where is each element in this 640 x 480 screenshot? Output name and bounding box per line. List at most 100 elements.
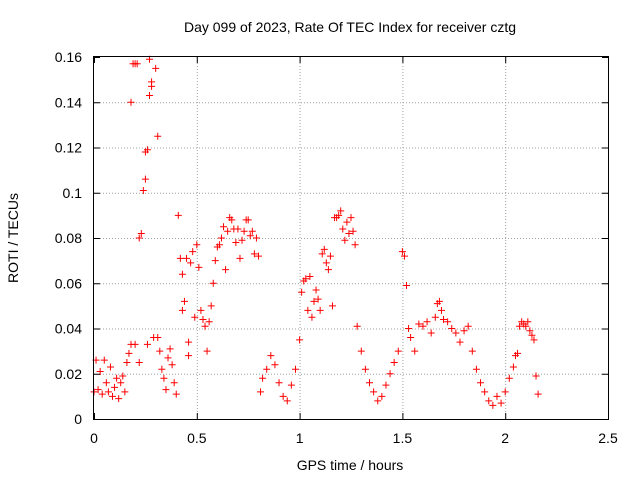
- y-tick-label: 0.1: [63, 185, 83, 201]
- data-point: [477, 379, 485, 387]
- data-point: [121, 388, 129, 396]
- data-point: [217, 234, 225, 242]
- data-point: [390, 358, 398, 366]
- data-point: [164, 354, 172, 362]
- data-point: [236, 254, 244, 262]
- data-point: [152, 64, 160, 72]
- data-point: [113, 374, 121, 382]
- data-point: [460, 327, 468, 335]
- data-point: [394, 347, 402, 355]
- data-point: [516, 322, 524, 330]
- x-tick-label: 1.5: [393, 430, 413, 446]
- data-point: [440, 315, 448, 323]
- data-point: [259, 374, 267, 382]
- data-point: [437, 306, 445, 314]
- data-point: [111, 383, 119, 391]
- data-point: [287, 381, 295, 389]
- data-point: [405, 325, 413, 332]
- data-point: [119, 372, 127, 380]
- data-point: [468, 347, 476, 355]
- data-point: [238, 236, 246, 244]
- data-point: [224, 227, 232, 235]
- data-point: [102, 379, 110, 387]
- data-point: [123, 358, 131, 366]
- data-point: [232, 239, 240, 247]
- data-point: [514, 349, 522, 357]
- data-point: [291, 365, 299, 373]
- data-point: [166, 345, 174, 353]
- data-point: [234, 225, 242, 233]
- data-point: [349, 227, 357, 235]
- data-point: [509, 363, 517, 371]
- grid-lines: [94, 57, 608, 419]
- data-point: [117, 379, 125, 387]
- data-point: [283, 397, 291, 405]
- data-point: [154, 132, 162, 140]
- data-point: [201, 322, 209, 330]
- data-point: [326, 252, 334, 260]
- data-point: [306, 272, 314, 280]
- data-point: [335, 211, 343, 219]
- data-point: [345, 229, 353, 237]
- data-point: [215, 241, 223, 249]
- data-point: [197, 306, 205, 314]
- y-tick-label: 0.08: [55, 230, 82, 246]
- data-point: [530, 336, 538, 344]
- data-point: [185, 352, 193, 360]
- data-point: [298, 288, 306, 296]
- data-point: [143, 146, 151, 154]
- data-point: [339, 225, 347, 233]
- data-point: [154, 334, 162, 342]
- data-point: [485, 397, 493, 405]
- data-point: [160, 374, 168, 382]
- data-point: [403, 282, 411, 290]
- data-point: [100, 356, 108, 364]
- data-point: [199, 315, 207, 323]
- data-point: [222, 266, 230, 274]
- data-point: [481, 388, 489, 396]
- data-point: [203, 347, 211, 355]
- data-point: [143, 340, 151, 348]
- data-point: [528, 331, 536, 339]
- data-point: [115, 395, 123, 403]
- data-point: [522, 322, 530, 330]
- data-point: [135, 358, 143, 366]
- x-tick-label: 0: [90, 430, 98, 446]
- data-point: [382, 381, 390, 389]
- data-point: [207, 302, 215, 310]
- data-point: [448, 325, 456, 332]
- data-point: [193, 241, 201, 249]
- data-point: [322, 259, 330, 267]
- data-point: [400, 252, 408, 260]
- data-point: [302, 275, 310, 283]
- data-point: [220, 223, 228, 231]
- data-point: [263, 365, 271, 373]
- data-point: [254, 252, 262, 260]
- data-point: [187, 259, 195, 267]
- data-point: [104, 388, 112, 396]
- data-point: [137, 229, 145, 237]
- axis-ticks: [94, 57, 609, 420]
- data-point: [183, 254, 191, 262]
- data-point: [228, 216, 236, 224]
- data-point: [374, 397, 382, 405]
- chart-title: Day 099 of 2023, Rate Of TEC Index for r…: [184, 19, 516, 35]
- data-point: [431, 313, 439, 321]
- data-point: [464, 322, 472, 330]
- data-point: [148, 82, 156, 90]
- plot-frame: [93, 56, 609, 420]
- data-point: [328, 302, 336, 310]
- data-point: [240, 227, 248, 235]
- data-point: [158, 365, 166, 373]
- data-point: [141, 175, 149, 183]
- x-tick-label: 2.5: [598, 430, 618, 446]
- data-point: [497, 399, 505, 407]
- data-point: [351, 241, 359, 249]
- y-tick-label: 0.02: [55, 366, 82, 382]
- data-point: [386, 370, 394, 378]
- data-point: [162, 386, 170, 394]
- data-point: [189, 248, 197, 256]
- data-point: [267, 352, 275, 360]
- data-point: [366, 379, 374, 387]
